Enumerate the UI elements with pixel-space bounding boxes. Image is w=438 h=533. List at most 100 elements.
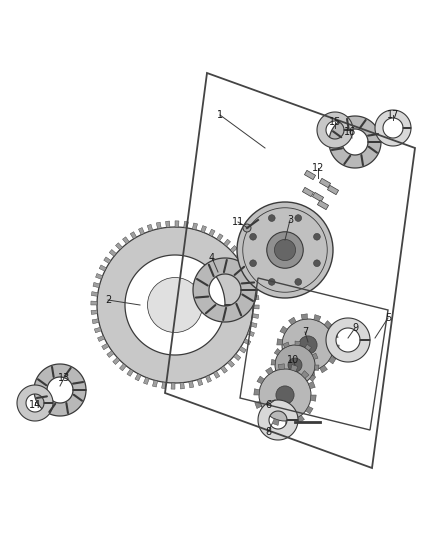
Polygon shape (249, 277, 256, 282)
Circle shape (148, 278, 202, 333)
Polygon shape (244, 339, 251, 345)
Circle shape (268, 215, 275, 221)
Polygon shape (98, 335, 105, 342)
Bar (328, 185, 339, 195)
Polygon shape (102, 343, 109, 350)
Polygon shape (216, 234, 223, 241)
Text: 2: 2 (105, 295, 111, 305)
Polygon shape (328, 356, 336, 364)
Polygon shape (306, 406, 313, 414)
Polygon shape (251, 286, 258, 291)
Bar (319, 179, 331, 188)
Text: 10: 10 (287, 355, 299, 365)
Circle shape (288, 358, 302, 372)
Polygon shape (113, 358, 120, 365)
Circle shape (295, 279, 302, 285)
Polygon shape (192, 223, 198, 230)
Circle shape (314, 233, 320, 240)
Polygon shape (301, 370, 309, 378)
Circle shape (299, 336, 317, 354)
Polygon shape (278, 364, 284, 370)
Bar (304, 171, 316, 180)
Polygon shape (250, 322, 257, 328)
Polygon shape (92, 319, 99, 324)
Text: 17: 17 (387, 110, 399, 120)
Polygon shape (253, 305, 259, 309)
Text: 13: 13 (58, 373, 70, 383)
Polygon shape (127, 369, 134, 376)
Polygon shape (205, 375, 212, 383)
Polygon shape (311, 395, 316, 401)
Polygon shape (274, 349, 280, 355)
Polygon shape (329, 116, 381, 168)
Polygon shape (314, 314, 321, 321)
Polygon shape (252, 314, 258, 318)
Polygon shape (91, 301, 97, 305)
Polygon shape (286, 421, 292, 426)
Polygon shape (197, 378, 203, 386)
Polygon shape (189, 381, 194, 388)
Polygon shape (280, 326, 287, 334)
Bar (318, 200, 328, 209)
Polygon shape (283, 342, 290, 348)
Polygon shape (297, 415, 304, 423)
Polygon shape (135, 374, 141, 381)
Text: 12: 12 (312, 163, 324, 173)
Polygon shape (312, 353, 318, 359)
Polygon shape (290, 384, 295, 389)
Polygon shape (255, 401, 261, 408)
Polygon shape (93, 282, 100, 288)
Polygon shape (193, 258, 257, 322)
Bar (312, 192, 324, 201)
Polygon shape (99, 265, 106, 271)
Polygon shape (209, 229, 215, 237)
Polygon shape (123, 237, 129, 244)
Polygon shape (333, 345, 339, 351)
Polygon shape (295, 369, 302, 375)
Polygon shape (17, 385, 53, 421)
Polygon shape (254, 389, 260, 395)
Polygon shape (375, 110, 411, 146)
Polygon shape (34, 364, 86, 416)
Polygon shape (310, 375, 316, 382)
Polygon shape (91, 310, 98, 314)
Polygon shape (147, 224, 153, 231)
Polygon shape (247, 331, 254, 336)
Polygon shape (104, 257, 111, 263)
Circle shape (250, 260, 256, 266)
Polygon shape (245, 269, 252, 274)
Text: 7: 7 (302, 327, 308, 337)
Polygon shape (175, 221, 179, 227)
Polygon shape (130, 232, 137, 239)
Polygon shape (289, 317, 296, 325)
Text: 11: 11 (232, 217, 244, 227)
Circle shape (275, 239, 296, 261)
Polygon shape (326, 318, 370, 362)
Polygon shape (180, 383, 184, 389)
Circle shape (237, 202, 333, 298)
Polygon shape (239, 346, 246, 353)
Text: 14: 14 (29, 400, 41, 410)
Polygon shape (295, 341, 300, 345)
Polygon shape (305, 344, 311, 351)
Polygon shape (257, 376, 264, 384)
Bar (302, 187, 314, 197)
Polygon shape (94, 327, 101, 333)
Polygon shape (314, 365, 319, 370)
Polygon shape (277, 339, 283, 345)
Polygon shape (138, 228, 145, 235)
Polygon shape (320, 365, 328, 373)
Polygon shape (279, 379, 285, 386)
Polygon shape (265, 367, 273, 375)
Polygon shape (213, 371, 220, 378)
Polygon shape (109, 249, 117, 256)
Polygon shape (271, 359, 276, 365)
Text: 15: 15 (329, 117, 341, 127)
Polygon shape (97, 227, 253, 383)
Polygon shape (221, 366, 227, 373)
Polygon shape (309, 370, 315, 376)
Polygon shape (291, 365, 298, 372)
Polygon shape (166, 221, 170, 228)
Polygon shape (308, 382, 315, 389)
Polygon shape (162, 382, 166, 389)
